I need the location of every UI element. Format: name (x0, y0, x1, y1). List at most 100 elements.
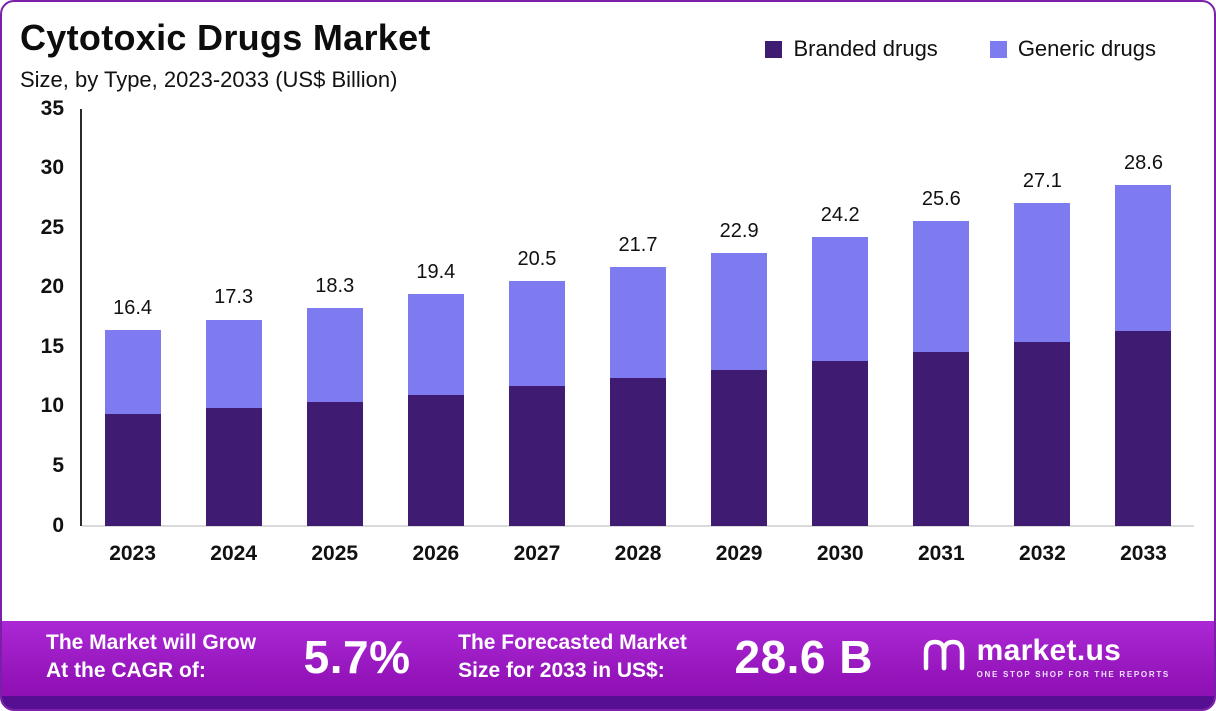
generic-segment (913, 220, 970, 352)
bar-column: 20.5 2027 (486, 109, 587, 565)
x-axis-label: 2029 (715, 541, 763, 565)
legend: Branded drugs Generic drugs (765, 36, 1156, 62)
y-axis-labels: 35 30 25 20 15 10 5 0 (14, 97, 80, 537)
page-title: Cytotoxic Drugs Market (20, 17, 431, 58)
legend-item-branded: Branded drugs (765, 36, 938, 62)
total-value-label: 20.5 (517, 248, 557, 271)
generic-segment (1014, 202, 1071, 343)
bar-column: 19.4 2026 (385, 109, 486, 565)
total-value-label: 19.4 (416, 261, 456, 284)
y-tick-label: 5 (52, 454, 64, 478)
legend-label-branded: Branded drugs (793, 36, 938, 61)
y-tick-label: 10 (40, 394, 64, 418)
cagr-label-line2: At the CAGR of: (46, 658, 206, 682)
stacked-bar (205, 319, 262, 526)
y-tick-label: 15 (40, 334, 64, 358)
stacked-bar (104, 330, 161, 526)
branded-segment (306, 401, 363, 526)
y-tick-label: 35 (40, 96, 64, 120)
brand-name: market.us (976, 634, 1122, 668)
generic-segment (812, 237, 869, 362)
forecast-value: 28.6 B (734, 630, 874, 683)
x-axis-label: 2030 (816, 541, 864, 565)
branded-swatch-icon (765, 40, 783, 58)
total-value-label: 27.1 (1022, 169, 1062, 192)
generic-segment (610, 267, 667, 378)
bar-column: 21.7 2028 (587, 109, 688, 565)
generic-segment (1115, 184, 1172, 332)
brand-tagline: ONE STOP SHOP FOR THE REPORTS (976, 670, 1170, 680)
market-us-logo-icon (921, 637, 967, 676)
total-value-label: 18.3 (315, 274, 355, 297)
bar-column: 27.1 2032 (992, 109, 1093, 565)
footer-bottom-strip (2, 696, 1214, 709)
x-axis-label: 2031 (917, 541, 965, 565)
y-tick-label: 0 (52, 513, 64, 537)
branded-segment (812, 361, 869, 526)
generic-segment (711, 252, 768, 370)
stacked-bar (306, 307, 363, 526)
branded-segment (508, 386, 565, 526)
total-value-label: 28.6 (1124, 151, 1163, 174)
x-axis-label: 2033 (1120, 541, 1167, 565)
branded-segment (1014, 342, 1071, 526)
stacked-bar (711, 252, 768, 526)
y-tick-label: 20 (40, 275, 64, 299)
branded-segment (1115, 331, 1172, 526)
generic-segment (104, 330, 161, 414)
stacked-bar (1014, 202, 1071, 526)
x-axis-label: 2023 (109, 541, 156, 565)
plot-area: 16.4 2023 17.3 2024 18.3 2025 19.4 2026 20.5 2027… (80, 108, 1194, 565)
x-axis-label: 2026 (412, 541, 460, 565)
stacked-bar (913, 220, 970, 526)
page-subtitle: Size, by Type, 2023-2033 (US$ Billion) (20, 66, 398, 92)
stacked-bar (508, 281, 565, 526)
x-axis-label: 2024 (210, 541, 257, 565)
generic-segment (508, 281, 565, 387)
cagr-label-line1: The Market will Grow (46, 631, 257, 655)
bar-column: 24.2 2030 (790, 109, 891, 565)
brand-logo: market.us ONE STOP SHOP FOR THE REPORTS (921, 634, 1170, 679)
branded-segment (104, 413, 161, 526)
bar-column: 16.4 2023 (82, 109, 183, 565)
generic-swatch-icon (989, 40, 1007, 58)
total-value-label: 22.9 (719, 219, 759, 242)
generic-segment (306, 307, 363, 402)
header: Cytotoxic Drugs Market Size, by Type, 20… (2, 2, 1214, 93)
branded-segment (913, 351, 970, 526)
stacked-bar (812, 237, 869, 526)
total-value-label: 16.4 (113, 297, 153, 320)
total-value-label: 24.2 (820, 204, 860, 227)
y-tick-label: 25 (40, 215, 64, 239)
legend-label-generic: Generic drugs (1017, 36, 1156, 61)
brand-text-block: market.us ONE STOP SHOP FOR THE REPORTS (977, 634, 1170, 679)
x-axis-label: 2028 (614, 541, 662, 565)
cagr-label: The Market will Grow At the CAGR of: (46, 629, 256, 684)
x-axis-label: 2025 (311, 541, 359, 565)
x-axis-label: 2027 (513, 541, 561, 565)
bar-column: 25.6 2031 (891, 109, 992, 565)
x-axis-label: 2032 (1019, 541, 1066, 565)
branded-segment (205, 407, 262, 526)
x-axis-baseline (82, 524, 1194, 527)
bar-column: 22.9 2029 (689, 109, 790, 565)
forecast-label-line1: The Forecasted Market (458, 631, 687, 655)
bar-columns: 16.4 2023 17.3 2024 18.3 2025 19.4 2026 20.5 2027… (82, 109, 1194, 565)
bar-column: 28.6 2033 (1093, 109, 1194, 565)
total-value-label: 17.3 (214, 286, 254, 309)
bar-column: 18.3 2025 (284, 109, 385, 565)
branded-segment (407, 394, 464, 526)
footer-content: The Market will Grow At the CAGR of: 5.7… (2, 621, 1214, 696)
footer-banner: The Market will Grow At the CAGR of: 5.7… (2, 621, 1214, 709)
title-block: Cytotoxic Drugs Market Size, by Type, 20… (20, 18, 431, 93)
legend-item-generic: Generic drugs (989, 36, 1156, 62)
stacked-bar (407, 294, 464, 526)
y-tick-label: 30 (40, 156, 64, 180)
stacked-bar-chart: 35 30 25 20 15 10 5 0 16.4 2023 17.3 2024 18.3 2025 1… (2, 97, 1214, 565)
bar-column: 17.3 2024 (183, 109, 284, 565)
forecast-label-line2: Size for 2033 in US$: (458, 658, 665, 682)
total-value-label: 25.6 (921, 187, 961, 210)
total-value-label: 21.7 (618, 234, 658, 257)
forecast-label: The Forecasted Market Size for 2033 in U… (458, 629, 687, 684)
